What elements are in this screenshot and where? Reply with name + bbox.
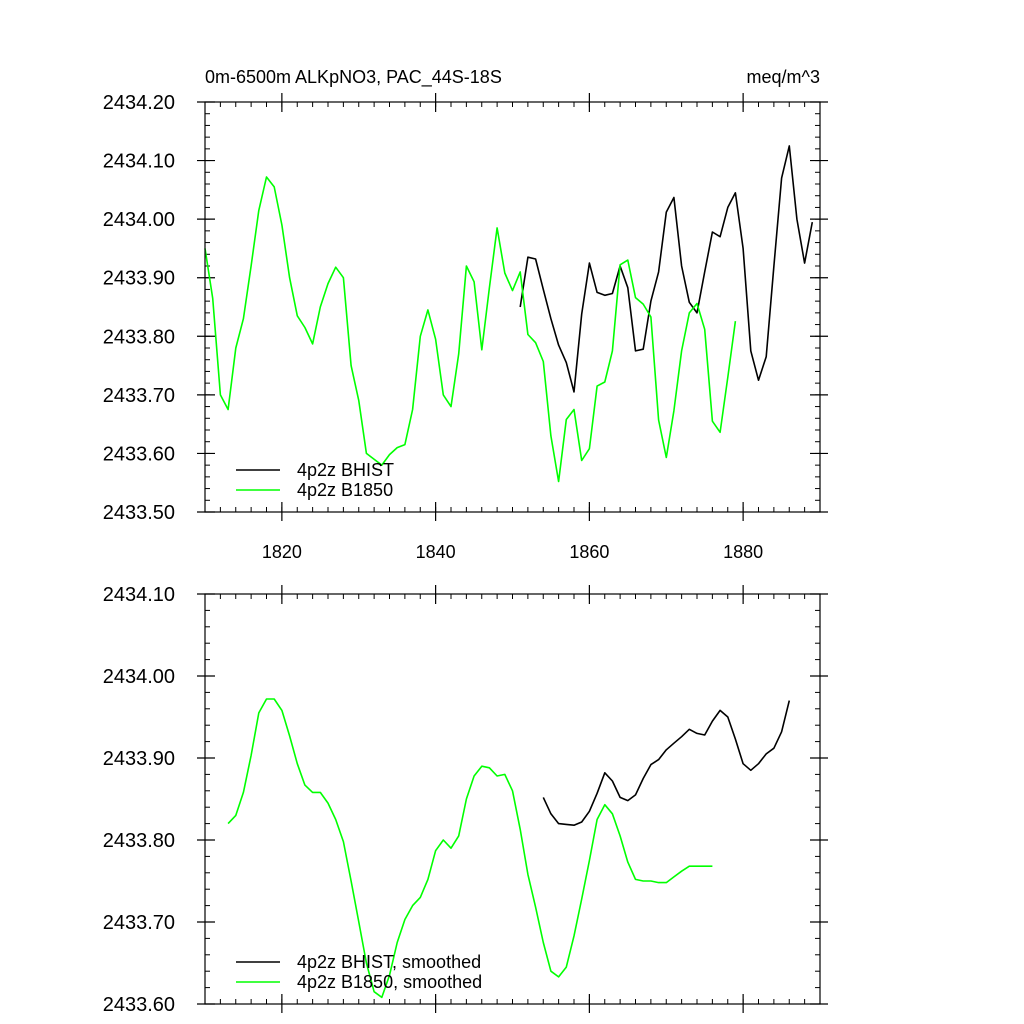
top-panel-title: 0m-6500m ALKpNO3, PAC_44S-18S (205, 67, 502, 88)
top-y-tick-label: 2434.20 (103, 92, 175, 114)
top-legend-label: 4p2z B1850 (297, 480, 393, 500)
bottom-series-line-bhist (542, 700, 791, 827)
top-x-tick-label: 1820 (262, 542, 302, 562)
top-series-line-bhist (519, 145, 814, 393)
bottom-plot-area: 2433.60 2433.70 2433.80 2433.90 2434.00 2434.… (103, 584, 828, 1016)
top-plot-frame (204, 101, 821, 513)
bottom-y-tick-label: 2433.60 (103, 994, 175, 1016)
top-x-tick-label: 1880 (723, 542, 763, 562)
top-y-tick-label: 2433.80 (103, 326, 175, 348)
bottom-panel: 2433.60 2433.70 2433.80 2433.90 2434.00 2434.… (103, 584, 828, 1016)
top-x-tick-label: 1860 (569, 542, 609, 562)
bottom-legend-label: 4p2z BHIST, smoothed (297, 952, 481, 972)
bottom-series-line-b1850 (227, 698, 713, 999)
bottom-y-tick-label: 2434.10 (103, 584, 175, 606)
top-plot-area: 1820 1840 1860 1880 2433.50 2433.60 2433.70 243… (103, 92, 828, 562)
top-y-tick-label: 2433.50 (103, 502, 175, 524)
bottom-legend-label: 4p2z B1850, smoothed (297, 972, 482, 992)
top-x-tick-label: 1840 (416, 542, 456, 562)
top-panel: 0m-6500m ALKpNO3, PAC_44S-18S meq/m^3 18… (103, 67, 828, 562)
top-y-tick-label: 2434.00 (103, 209, 175, 231)
top-panel-units: meq/m^3 (747, 67, 820, 87)
top-y-tick-label: 2433.90 (103, 268, 175, 290)
bottom-y-tick-label: 2433.70 (103, 912, 175, 934)
top-y-tick-label: 2434.10 (103, 151, 175, 173)
top-legend-label: 4p2z BHIST (297, 460, 394, 480)
bottom-y-tick-label: 2434.00 (103, 666, 175, 688)
bottom-y-tick-label: 2433.90 (103, 748, 175, 770)
top-series-line-b1850 (204, 176, 737, 483)
bottom-y-tick-label: 2433.80 (103, 830, 175, 852)
top-y-tick-label: 2433.70 (103, 385, 175, 407)
top-y-tick-label: 2433.60 (103, 443, 175, 465)
bottom-plot-frame (204, 593, 821, 1005)
